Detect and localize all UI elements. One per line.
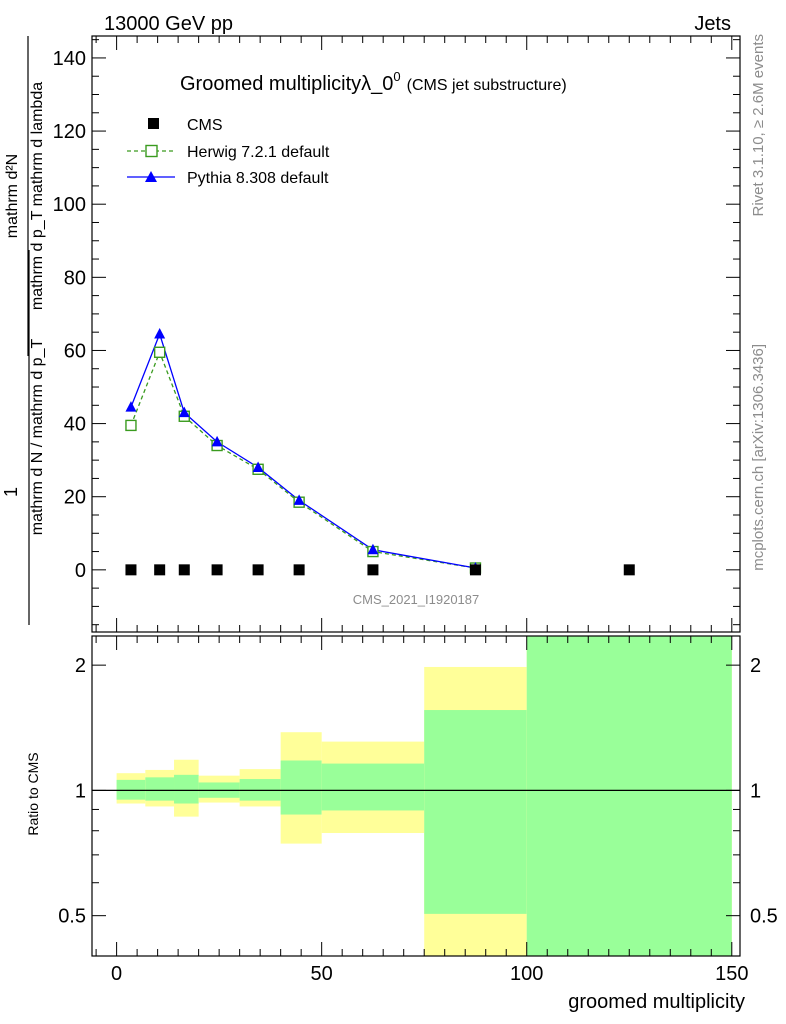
y-tick-label: 80 <box>64 267 86 289</box>
rivet-label: Rivet 3.1.10, ≥ 2.6M events <box>750 34 767 217</box>
ratio-band-green <box>145 777 175 801</box>
ratio-frame <box>91 635 741 957</box>
ratio-band-green <box>280 760 322 815</box>
x-tick-label: 100 <box>510 963 543 985</box>
ylabel-prefix-numerator: 1 <box>1 487 21 497</box>
pythia-point <box>211 435 223 447</box>
cms-point <box>469 564 481 576</box>
ratio-ylabel: Ratio to CMS <box>25 752 41 835</box>
cms-point <box>211 564 223 576</box>
y-tick-label: 20 <box>64 487 86 509</box>
cms-point <box>178 564 190 576</box>
ylabel-numerator: mathrm d²N <box>4 154 21 238</box>
ratio-band-green <box>116 779 146 800</box>
cms-point <box>623 564 635 576</box>
ratio-data-layer <box>92 636 740 956</box>
ratio-band-green <box>526 636 732 956</box>
ratio-y-tick-label: 2 <box>75 655 86 677</box>
main-frame <box>91 35 741 633</box>
legend-cms-marker <box>148 118 159 129</box>
y-tick-label: 100 <box>53 194 86 216</box>
y-tick-label: 60 <box>64 340 86 362</box>
x-tick-label: 150 <box>715 963 748 985</box>
cms-point <box>252 564 264 576</box>
main-axis-ticks: 0 20 40 60 80 100 120 140 <box>53 36 740 632</box>
legend-herwig-label: Herwig 7.2.1 default <box>187 144 330 161</box>
y-tick-label: 120 <box>53 121 86 143</box>
cms-point <box>367 564 379 576</box>
ylabel-denominator: mathrm d p_T mathrm d lambda <box>29 82 46 310</box>
chart-subtitle: (CMS jet substructure) <box>407 77 567 94</box>
y-tick-label: 40 <box>64 414 86 436</box>
pythia-point <box>367 543 379 555</box>
ratio-y-tick-label: 1 <box>75 780 86 802</box>
ratio-y-tick-label: 0.5 <box>58 906 86 928</box>
ratio-panel: 0.5 0.5 1 1 2 2 0 50 100 150 <box>58 635 778 985</box>
energy-label: 13000 GeV pp <box>104 13 233 35</box>
ratio-band-green <box>321 763 425 811</box>
ratio-y-tick-label-right: 2 <box>750 655 761 677</box>
x-axis-label: groomed multiplicity <box>568 991 745 1013</box>
legend-cms-label: CMS <box>187 117 223 134</box>
analysis-label: CMS_2021_I1920187 <box>353 592 480 607</box>
cms-point <box>125 564 137 576</box>
main-panel: 0 20 40 60 80 100 120 140 Groomed multiplicityλ… <box>53 35 741 633</box>
x-tick-label: 50 <box>311 963 333 985</box>
mcplots-label: mcplots.cern.ch [arXiv:1306.3436] <box>750 344 767 571</box>
series-line-herwig <box>130 350 476 569</box>
legend-herwig-marker <box>145 144 158 158</box>
pythia-point <box>293 494 305 505</box>
main-ylabel: 1 mathrm d N / mathrm d p_T mathrm d²N m… <box>1 36 46 625</box>
pythia-point <box>178 406 190 418</box>
pythia-point <box>154 328 166 339</box>
ratio-y-tick-label-right: 0.5 <box>750 906 778 928</box>
chart-title-main: Groomed multiplicityλ_0 <box>180 73 393 95</box>
pythia-point <box>125 401 137 412</box>
chart-title: Groomed multiplicityλ_00 (CMS jet substru… <box>180 69 567 95</box>
ratio-band-green <box>174 774 199 804</box>
herwig-point <box>153 346 166 358</box>
main-data-layer <box>125 328 635 576</box>
series-line-pythia <box>130 332 476 569</box>
chart-title-sup: 0 <box>393 69 400 84</box>
y-tick-label: 140 <box>53 48 86 70</box>
ylabel-prefix-denominator: mathrm d N / mathrm d p_T <box>29 339 46 536</box>
pythia-point <box>252 461 264 472</box>
category-label: Jets <box>694 13 731 35</box>
ratio-y-tick-label-right: 1 <box>750 780 761 802</box>
herwig-point <box>125 419 137 432</box>
y-tick-label: 0 <box>75 560 86 582</box>
legend: CMS Herwig 7.2.1 default Pythia 8.308 de… <box>127 117 330 187</box>
cms-point <box>154 564 166 576</box>
cms-point <box>293 564 305 576</box>
legend-pythia-label: Pythia 8.308 default <box>187 170 329 187</box>
legend-pythia-marker <box>145 171 157 182</box>
x-tick-label: 0 <box>111 963 122 985</box>
ratio-band-green <box>424 710 527 914</box>
ratio-axis-ticks: 0.5 0.5 1 1 2 2 0 50 100 150 <box>58 636 778 985</box>
